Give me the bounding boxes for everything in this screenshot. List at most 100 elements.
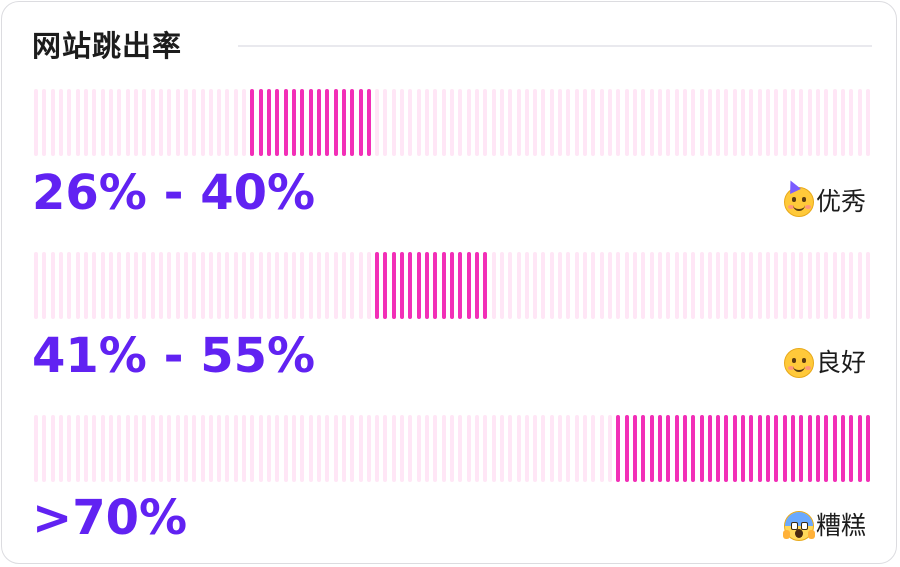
tick-inactive [533,89,538,156]
tick-inactive [458,89,463,156]
range-label-good: 41% - 55% [32,328,316,384]
tick-inactive [133,415,138,482]
tick-inactive [849,89,854,156]
tick-inactive [192,252,197,319]
tick-inactive [67,415,72,482]
tick-inactive [807,252,812,319]
tick-inactive [499,252,504,319]
tick-inactive [192,89,197,156]
tick-inactive [707,89,712,156]
tick-inactive [208,89,213,156]
tick-inactive [242,89,247,156]
tick-active [691,415,696,482]
tick-inactive [250,415,255,482]
tick-inactive [208,252,213,319]
smiling-face-icon [783,348,814,378]
tick-inactive [782,252,787,319]
tick-inactive [599,252,604,319]
tick-inactive [558,415,563,482]
tick-inactive [608,415,613,482]
tick-active [616,415,621,482]
tick-inactive [50,89,55,156]
tick-active [450,252,454,319]
tick-active [333,89,338,156]
tick-inactive [84,89,89,156]
tick-active [291,89,296,156]
tick-inactive [849,252,854,319]
tick-active [857,415,862,482]
tick-active [325,89,330,156]
tick-inactive [433,415,438,482]
tick-active [741,415,746,482]
tick-inactive [474,415,479,482]
tick-inactive [666,89,671,156]
tick-inactive [558,252,563,319]
tick-inactive [300,252,305,319]
tick-inactive [441,89,446,156]
tick-inactive [641,252,646,319]
tick-active [824,415,829,482]
tick-active [790,415,795,482]
tick-active [350,89,355,156]
tick-inactive [516,89,521,156]
tick-inactive [483,89,488,156]
tick-inactive [674,252,679,319]
tick-inactive [649,89,654,156]
tick-inactive [815,89,820,156]
tick-active [732,415,737,482]
tick-active [466,252,471,319]
tick-inactive [283,252,288,319]
tick-inactive [375,89,380,156]
tick-inactive [142,415,147,482]
tick-inactive [491,89,496,156]
tick-inactive [757,252,762,319]
tick-inactive [591,89,596,156]
tick-inactive [666,252,671,319]
tick-active [832,415,837,482]
tick-inactive [75,252,80,319]
tick-active [815,415,820,482]
tick-active [649,415,654,482]
tick-active [366,89,371,156]
tick-inactive [524,252,529,319]
tick-inactive [732,89,737,156]
tick-active [682,415,687,482]
tick-inactive [34,415,39,482]
tick-inactive [707,252,712,319]
tick-inactive [766,252,771,319]
tick-inactive [200,89,205,156]
tick-inactive [109,252,113,319]
tick-inactive [175,89,180,156]
tick-inactive [150,89,155,156]
tick-inactive [283,415,288,482]
tick-inactive [691,89,696,156]
tick-inactive [541,252,546,319]
tick-inactive [558,89,563,156]
tick-active [641,415,646,482]
tick-inactive [142,89,147,156]
range-bar-good [32,252,872,319]
tick-inactive [358,252,363,319]
tick-inactive [133,252,138,319]
tick-inactive [732,252,737,319]
tick-inactive [533,252,538,319]
tick-active [483,252,488,319]
tick-inactive [832,252,837,319]
tick-inactive [657,252,662,319]
tick-inactive [749,252,754,319]
tick-inactive [84,252,89,319]
tick-inactive [441,415,446,482]
tick-inactive [291,252,296,319]
tick-inactive [75,89,80,156]
tick-inactive [824,89,829,156]
tick-inactive [291,415,296,482]
tick-active [316,89,321,156]
tick-inactive [790,89,795,156]
tick-inactive [790,252,795,319]
tick-inactive [42,89,47,156]
tick-inactive [699,252,704,319]
tick-inactive [741,89,746,156]
tick-inactive [275,415,280,482]
tick-inactive [657,89,662,156]
tick-active [391,252,396,319]
